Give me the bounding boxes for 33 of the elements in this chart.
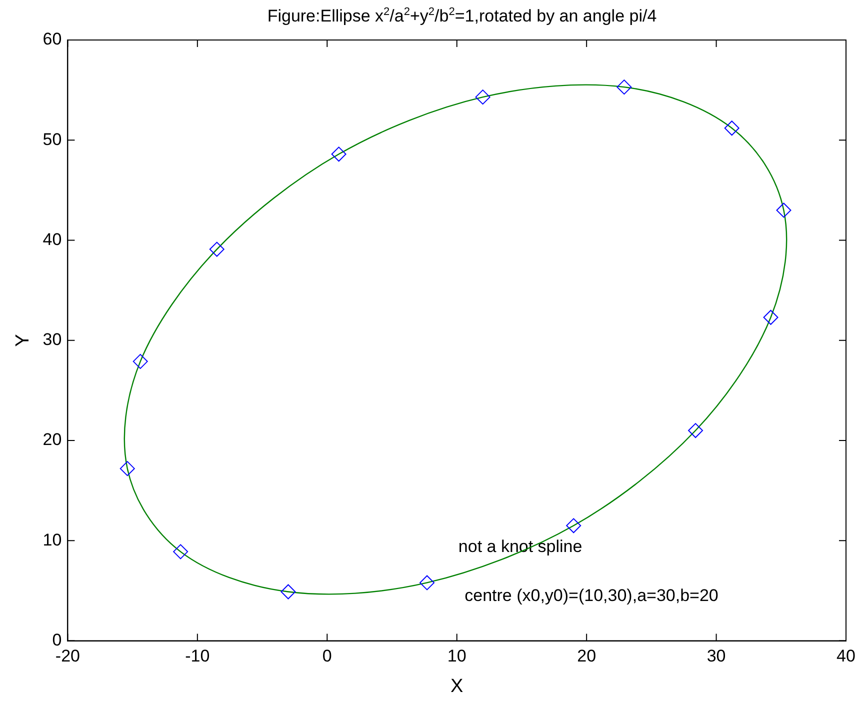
point (475, 90, 490, 105)
y-tick-label: 40 (42, 230, 62, 249)
point (420, 575, 435, 590)
point (120, 461, 135, 476)
chart-title: Figure:Ellipse x$^{2}$/a$^{2}$+y$^{2}$/b$^{2}$=1,rotated by an angle pi/4 (267, 6, 657, 26)
x-tick-label: -20 (55, 646, 80, 666)
y-tick-label: 50 (42, 130, 62, 149)
point (616, 80, 632, 95)
y-tick-label: 10 (42, 530, 62, 550)
point (280, 584, 296, 600)
y-axis-title: Y (12, 334, 34, 347)
point (688, 423, 704, 438)
point (763, 310, 778, 325)
point (173, 544, 188, 560)
y-tick-label: 0 (52, 630, 62, 650)
point (331, 146, 346, 162)
y-tick-label: 30 (42, 330, 62, 350)
point (724, 120, 740, 136)
annotation: not a knot spline (458, 537, 582, 558)
x-tick-label: 10 (447, 646, 466, 666)
point (776, 202, 792, 218)
x-tick-label: 0 (322, 646, 332, 666)
y-tick-label: 20 (42, 430, 62, 450)
annotation: centre (x0,y0)=(10,30),a=30,b=20 (464, 586, 718, 606)
point (132, 354, 148, 369)
point (566, 518, 582, 534)
x-axis-title: X (450, 676, 464, 697)
x-tick-label: 30 (706, 646, 726, 666)
x-tick-label: 40 (836, 646, 856, 666)
x-tick-label: -10 (185, 646, 210, 666)
y-tick-label: 60 (42, 30, 62, 49)
x-tick-label: 20 (577, 646, 596, 666)
point (209, 242, 224, 257)
